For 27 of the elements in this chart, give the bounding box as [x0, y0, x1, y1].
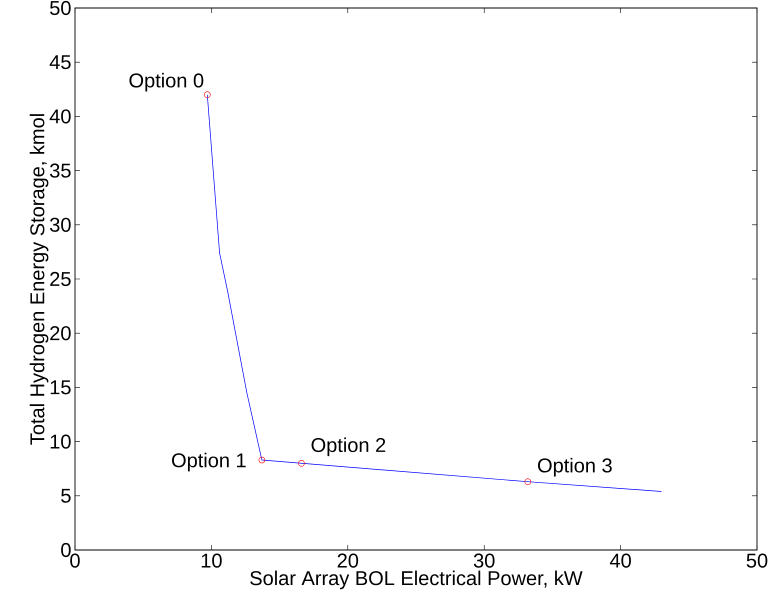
x-axis-title: Solar Array BOL Electrical Power, kW [250, 570, 583, 590]
x-tick-label: 40 [610, 554, 631, 568]
y-tick-label: 45 [50, 55, 71, 70]
y-tick-label: 10 [50, 434, 71, 449]
point [524, 478, 532, 486]
y-tick-label: 15 [50, 380, 71, 394]
annotation: Option 0 [129, 72, 204, 92]
y-tick-label: 50 [50, 0, 71, 16]
annotation: Option 1 [172, 452, 246, 472]
y-axis-title: Total Hydrogen Energy Storage, kmol [30, 114, 48, 445]
y-tick-label: 5 [61, 488, 71, 503]
x-tick-label: 20 [338, 554, 358, 568]
y-tick-label: 20 [50, 326, 71, 340]
x-tick-label: 50 [746, 554, 768, 568]
y-tick-label: 25 [50, 272, 71, 286]
point [204, 91, 211, 98]
y-tick-label: 30 [50, 218, 71, 232]
y-tick-label: 40 [50, 109, 71, 124]
y-tick-label: 35 [50, 164, 71, 178]
y-tick-label: 0 [61, 542, 71, 558]
annotation: Option 2 [312, 437, 386, 456]
x-tick-label: 0 [70, 554, 80, 568]
point [258, 456, 266, 464]
x-tick-label: 10 [202, 554, 222, 568]
annotation: Option 3 [538, 458, 612, 477]
point [298, 460, 305, 467]
x-tick-label: 30 [474, 554, 495, 568]
